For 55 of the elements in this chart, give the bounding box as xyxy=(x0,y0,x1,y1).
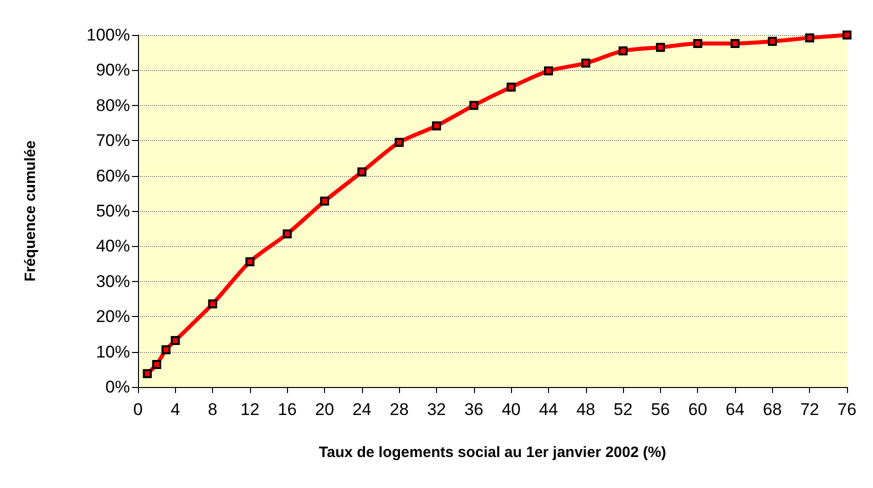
x-tick-label: 36 xyxy=(464,400,484,419)
point xyxy=(469,100,478,110)
x-tick-label: 16 xyxy=(278,400,297,419)
x-tick-label: 20 xyxy=(315,400,334,419)
x-tick-label: 68 xyxy=(762,400,782,419)
x-tick-label: 72 xyxy=(800,400,820,419)
point xyxy=(506,82,516,92)
y-tick-label: 40% xyxy=(96,236,130,256)
y-tick-label: 20% xyxy=(96,307,130,326)
point xyxy=(357,167,366,176)
x-tick-label: 12 xyxy=(240,400,260,419)
x-tick-label: 24 xyxy=(352,400,372,419)
point xyxy=(730,38,740,48)
y-tick-label: 70% xyxy=(96,131,130,150)
point xyxy=(656,42,665,52)
y-tick-label: 100% xyxy=(86,26,130,44)
point xyxy=(768,36,777,46)
point xyxy=(282,229,292,238)
point xyxy=(805,33,814,42)
point xyxy=(618,46,628,56)
point xyxy=(142,369,152,378)
y-tick-label: 10% xyxy=(96,342,130,362)
x-tick-label: 64 xyxy=(726,400,745,419)
point xyxy=(544,66,553,76)
x-tick-label: 4 xyxy=(170,400,180,419)
point xyxy=(208,299,218,308)
x-tick-label: 40 xyxy=(502,400,521,419)
y-tick-label: 90% xyxy=(96,60,130,80)
point xyxy=(394,138,404,147)
x-tick-label: 32 xyxy=(427,400,446,419)
y-tick-label: 50% xyxy=(96,202,130,220)
x-tick-label: 60 xyxy=(688,400,708,419)
y-tick-label: 80% xyxy=(96,96,130,115)
x-tick-label: 52 xyxy=(614,400,633,419)
x-tick-label: 8 xyxy=(208,400,218,419)
x-tick-label: 44 xyxy=(539,400,558,419)
point xyxy=(432,121,442,130)
y-axis-title: Fréquence cumulée xyxy=(22,140,39,282)
x-axis-title: Taux de logements social au 1er janvier 2002 (%) xyxy=(318,444,666,461)
x-tick-label: 0 xyxy=(133,400,143,419)
point xyxy=(842,30,852,40)
point xyxy=(581,58,590,68)
x-tick-label: 76 xyxy=(838,400,856,419)
x-tick-label: 28 xyxy=(390,400,409,419)
y-tick-label: 0% xyxy=(105,378,130,396)
point xyxy=(320,196,330,206)
point xyxy=(693,38,702,48)
point xyxy=(170,336,180,346)
y-tick-label: 60% xyxy=(96,166,130,186)
y-tick-label: 30% xyxy=(96,272,130,291)
point xyxy=(161,345,170,354)
point xyxy=(245,257,254,266)
x-tick-label: 56 xyxy=(650,400,670,419)
point xyxy=(152,360,162,369)
x-tick-label: 48 xyxy=(576,400,596,419)
